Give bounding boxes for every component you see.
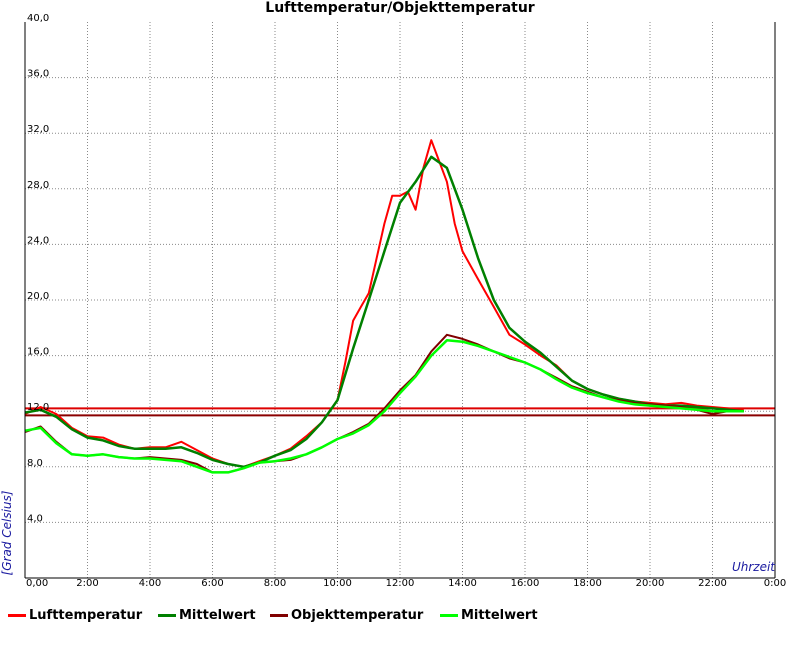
reference-lines <box>25 407 775 417</box>
legend-item: Mittelwert <box>440 608 538 623</box>
x-tick-label: 0,00 <box>26 578 48 589</box>
legend: Lufttemperatur Mittelwert Objekttemperatur… <box>0 608 800 628</box>
x-tick-label: 14:00 <box>448 578 477 589</box>
legend-swatch <box>158 614 176 617</box>
y-tick-label: 32,0 <box>27 124 49 135</box>
legend-item: Lufttemperatur <box>8 608 142 623</box>
y-tick-label: 28,0 <box>27 180 49 191</box>
x-tick-label: 4:00 <box>139 578 161 589</box>
x-tick-label: 12:00 <box>386 578 415 589</box>
x-tick-label: 10:00 <box>323 578 352 589</box>
series-line <box>24 339 744 474</box>
x-tick-label: 20:00 <box>636 578 665 589</box>
y-tick-label: 16,0 <box>27 347 49 358</box>
legend-item: Objekttemperatur <box>270 608 423 623</box>
x-tick-label: 0:00 <box>764 578 786 589</box>
legend-label: Mittelwert <box>179 608 256 623</box>
y-axis-title: [Grad Celsius] <box>0 490 14 575</box>
x-tick-label: 6:00 <box>201 578 223 589</box>
y-tick-label: 8,0 <box>27 458 43 469</box>
x-tick-label: 8:00 <box>264 578 286 589</box>
legend-swatch <box>8 614 26 617</box>
legend-swatch <box>270 614 288 617</box>
x-axis-title: Uhrzeit <box>732 560 776 574</box>
y-tick-label: 12,0 <box>27 402 49 413</box>
tick-labels: 0,00 2:00 4:00 6:00 8:00 10:00 12:00 14:00 16:00… <box>26 13 786 589</box>
legend-label: Objekttemperatur <box>291 608 424 623</box>
x-tick-label: 18:00 <box>573 578 602 589</box>
legend-label: Lufttemperatur <box>29 608 143 623</box>
y-tick-label: 4,0 <box>27 513 43 524</box>
y-tick-label: 40,0 <box>27 13 49 24</box>
y-tick-label: 24,0 <box>27 235 49 246</box>
x-tick-label: 22:00 <box>698 578 727 589</box>
grid <box>25 22 775 578</box>
series-lines <box>24 139 744 474</box>
y-tick-label: 20,0 <box>27 291 49 302</box>
legend-item: Mittelwert <box>158 608 256 623</box>
x-tick-label: 2:00 <box>76 578 98 589</box>
series-line <box>24 155 744 469</box>
chart-title: Lufttemperatur/Objekttemperatur <box>265 0 535 16</box>
x-tick-label: 16:00 <box>511 578 540 589</box>
axes <box>24 22 776 579</box>
legend-swatch <box>440 614 458 617</box>
legend-label: Mittelwert <box>461 608 538 623</box>
y-tick-label: 36,0 <box>27 69 49 80</box>
